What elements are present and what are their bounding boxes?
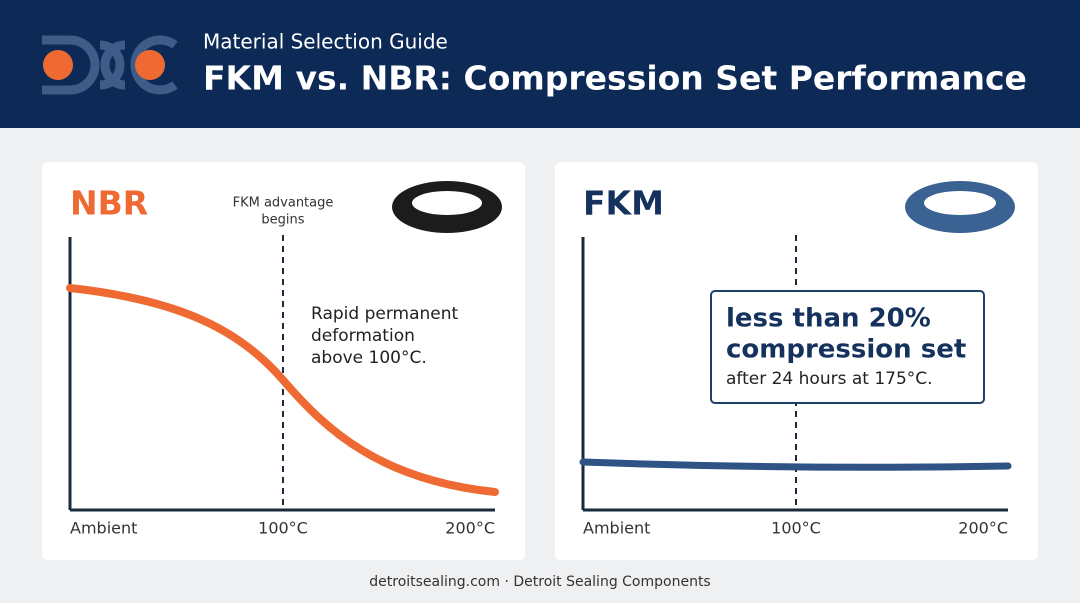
- marker-label: FKM advantage: [233, 196, 334, 211]
- logo: [42, 35, 178, 95]
- header: [0, 0, 1080, 128]
- panel-title: NBR: [70, 184, 148, 223]
- callout-box: [710, 290, 985, 404]
- subtitle: Material Selection Guide: [203, 30, 448, 54]
- title: FKM vs. NBR: Compression Set Performance: [203, 59, 1027, 98]
- callout-text: compression set: [726, 335, 966, 365]
- curve: [66, 284, 499, 496]
- curve: [579, 458, 1012, 471]
- x-label: 200°C: [445, 519, 495, 538]
- note: above 100°C.: [311, 348, 427, 368]
- x-label: 100°C: [258, 519, 308, 538]
- x-label: Ambient: [70, 519, 137, 538]
- callout-text: less than 20%: [726, 304, 931, 334]
- nbr-panel: NBR FKM advantage begins Rapid permanent…: [42, 162, 525, 560]
- note: deformation: [311, 326, 415, 346]
- footer: detroitsealing.com · Detroit Sealing Com…: [369, 574, 710, 590]
- note: Rapid permanent: [311, 304, 458, 324]
- callout-text: after 24 hours at 175°C.: [726, 369, 933, 389]
- x-label: Ambient: [583, 519, 650, 538]
- x-label: 200°C: [958, 519, 1008, 538]
- fkm-panel: FKM less than 20% compression set after …: [555, 162, 1038, 560]
- o-ring-hole: [412, 191, 482, 215]
- x-label: 100°C: [771, 519, 821, 538]
- panel-title: FKM: [583, 184, 664, 223]
- marker-label: begins: [261, 213, 304, 228]
- o-ring-hole: [924, 191, 996, 215]
